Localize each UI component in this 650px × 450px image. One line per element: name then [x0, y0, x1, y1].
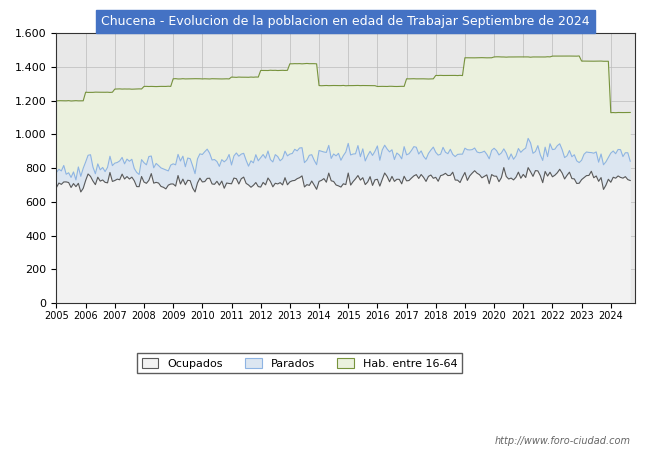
- Text: http://www.foro-ciudad.com: http://www.foro-ciudad.com: [495, 436, 630, 446]
- Title: Chucena - Evolucion de la poblacion en edad de Trabajar Septiembre de 2024: Chucena - Evolucion de la poblacion en e…: [101, 15, 590, 28]
- Legend: Ocupados, Parados, Hab. entre 16-64: Ocupados, Parados, Hab. entre 16-64: [137, 353, 462, 373]
